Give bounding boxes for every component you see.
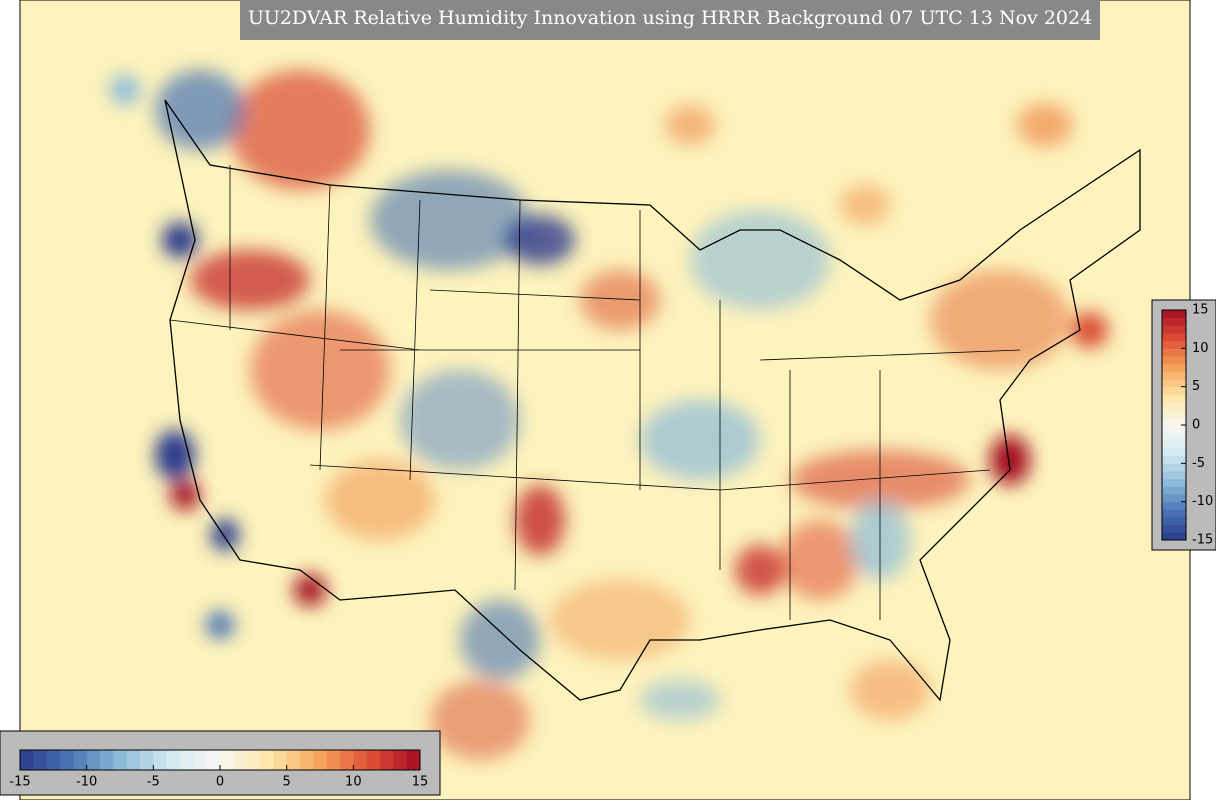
- colorbar-tick-label: -15: [9, 775, 30, 790]
- colorbar-step: [366, 750, 381, 770]
- colorbar-step: [260, 750, 274, 770]
- colorbar-step: [1162, 371, 1186, 380]
- colorbar-step: [1162, 348, 1186, 357]
- colorbar-step: [100, 750, 114, 770]
- colorbar-step: [353, 750, 368, 770]
- colorbar-step: [1162, 532, 1186, 541]
- colorbar-tick-label: 0: [216, 775, 224, 790]
- colorbar-step: [1162, 417, 1186, 426]
- colorbar-step: [86, 750, 101, 770]
- colorbar-step: [1162, 478, 1186, 487]
- colorbar-step: [20, 750, 34, 770]
- colorbar-step: [273, 750, 288, 770]
- colorbar-step: [1162, 463, 1186, 472]
- colorbar-step: [180, 750, 194, 770]
- colorbar-step: [1162, 363, 1186, 372]
- colorbars: -15 -10 -5 0 5 10 15 -15 -10 -5 0 5 10 15: [9, 303, 1213, 790]
- colorbar-tick-label: -15: [1192, 533, 1213, 548]
- colorbar-tick-label: -10: [76, 775, 97, 790]
- colorbar-step: [326, 750, 341, 770]
- colorbar-tick-label: -10: [1192, 494, 1213, 509]
- map: [20, 0, 1190, 800]
- colorbar-tick-label: 15: [412, 775, 429, 790]
- colorbar-step: [233, 750, 248, 770]
- colorbar-step: [1162, 517, 1186, 526]
- colorbar-step: [340, 750, 354, 770]
- colorbar-step: [113, 750, 128, 770]
- colorbar-step: [1162, 432, 1186, 441]
- colorbar-step: [140, 750, 154, 770]
- colorbar-step: [1162, 333, 1186, 342]
- colorbar-step: [286, 750, 301, 770]
- colorbar-tick-label: -5: [1192, 456, 1205, 471]
- colorbar-step: [1162, 317, 1186, 326]
- colorbar-step: [33, 750, 48, 770]
- colorbar-step: [1162, 455, 1186, 464]
- map-title: UU2DVAR Relative Humidity Innovation usi…: [248, 7, 1092, 29]
- title-box: [240, 0, 1100, 40]
- colorbar-step: [1162, 379, 1186, 388]
- coastline: [164, 99, 1141, 702]
- colorbar-step: [246, 750, 261, 770]
- colorbar-step: [313, 750, 328, 770]
- colorbar-step: [1162, 524, 1186, 533]
- colorbar-step: [60, 750, 74, 770]
- colorbar-step: [220, 750, 234, 770]
- colorbar-step: [1162, 509, 1186, 518]
- colorbar-step: [1162, 340, 1186, 349]
- colorbar-step: [406, 750, 421, 770]
- colorbar-step: [1162, 325, 1186, 334]
- colorbar-step: [193, 750, 208, 770]
- colorbar-tick-label: 10: [345, 775, 362, 790]
- colorbar-step: [393, 750, 408, 770]
- colorbar-step: [206, 750, 221, 770]
- colorbar-step: [166, 750, 181, 770]
- colorbar-step: [1162, 440, 1186, 449]
- colorbar-tick-label: 10: [1192, 341, 1209, 356]
- state-borders: [169, 165, 1021, 620]
- colorbar-step: [300, 750, 314, 770]
- colorbar-step: [1162, 409, 1186, 418]
- colorbar-step: [1162, 310, 1186, 319]
- colorbar-step: [1162, 356, 1186, 365]
- colorbar-step: [153, 750, 168, 770]
- colorbar-tick-label: 5: [283, 775, 291, 790]
- colorbar-step: [46, 750, 61, 770]
- colorbar-step: [73, 750, 88, 770]
- colorbar-step: [380, 750, 394, 770]
- colorbar-step: [126, 750, 141, 770]
- colorbar-step: [1162, 394, 1186, 403]
- colorbar-tick-label: 5: [1192, 379, 1200, 394]
- colorbar-step: [1162, 486, 1186, 495]
- colorbar-step: [1162, 448, 1186, 457]
- colorbar-tick-label: -5: [147, 775, 160, 790]
- colorbar-tick-label: 0: [1192, 418, 1200, 433]
- innovation-field: [110, 70, 1108, 760]
- colorbar-step: [1162, 471, 1186, 480]
- colorbar-tick-label: 15: [1192, 303, 1209, 318]
- colorbar-step: [1162, 425, 1186, 434]
- colorbar-step: [1162, 402, 1186, 411]
- colorbar-step: [1162, 386, 1186, 395]
- colorbar-step: [1162, 494, 1186, 503]
- colorbar-step: [1162, 501, 1186, 510]
